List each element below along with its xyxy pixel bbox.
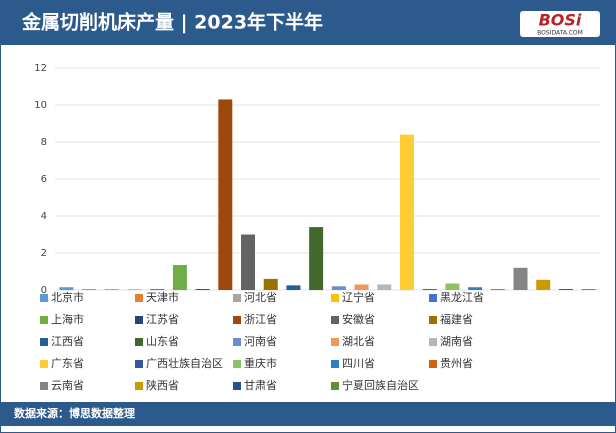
- legend-label: 浙江省: [244, 313, 277, 326]
- legend-label: 黑龙江省: [440, 291, 484, 304]
- logo: BOSi: [539, 11, 582, 30]
- legend-swatch: [135, 338, 143, 346]
- bar: [468, 287, 483, 290]
- legend-label: 河北省: [244, 291, 277, 304]
- bar: [422, 289, 437, 290]
- legend-swatch: [429, 294, 437, 302]
- footer-bar: [0, 402, 616, 426]
- bar: [150, 289, 165, 290]
- bar: [581, 289, 596, 290]
- legend-label: 陕西省: [146, 378, 179, 392]
- bar: [354, 284, 369, 290]
- legend-label: 江西省: [51, 335, 84, 348]
- legend-swatch: [40, 338, 48, 346]
- bar: [558, 289, 573, 290]
- legend-swatch: [233, 382, 241, 390]
- legend-label: 云南省: [51, 379, 84, 392]
- legend-label: 福建省: [440, 312, 473, 326]
- legend-swatch: [40, 382, 48, 390]
- legend-label: 四川省: [342, 357, 375, 370]
- legend-label: 北京市: [51, 290, 84, 304]
- legend-swatch: [233, 316, 241, 324]
- legend-label: 上海市: [51, 312, 84, 326]
- bar: [127, 289, 142, 290]
- bar: [377, 284, 392, 290]
- legend-label: 天津市: [146, 290, 179, 304]
- legend-swatch: [233, 360, 241, 368]
- bar: [218, 99, 233, 290]
- source: 数据来源：博思数据整理: [14, 406, 135, 420]
- y-tick-label: 4: [41, 211, 47, 222]
- bar: [445, 283, 460, 290]
- legend-label: 广西壮族自治区: [146, 356, 223, 370]
- y-tick-label: 12: [34, 63, 47, 74]
- legend-label: 山东省: [146, 335, 179, 348]
- bar: [241, 234, 256, 290]
- legend-label: 广东省: [51, 357, 84, 370]
- legend-swatch: [331, 382, 339, 390]
- legend-swatch: [331, 294, 339, 302]
- legend-swatch: [40, 316, 48, 324]
- legend-label: 宁夏回族自治区: [342, 378, 419, 392]
- y-tick-label: 2: [41, 248, 47, 259]
- bar: [195, 289, 210, 290]
- legend-label: 湖北省: [342, 335, 375, 348]
- legend-swatch: [135, 382, 143, 390]
- bar: [104, 289, 119, 290]
- legend-swatch: [135, 316, 143, 324]
- bar: [59, 287, 74, 290]
- header-bar: [0, 0, 616, 45]
- legend-swatch: [331, 316, 339, 324]
- y-tick-label: 10: [34, 100, 47, 111]
- legend-label: 湖南省: [440, 335, 473, 348]
- bar: [263, 278, 278, 290]
- chart-title: 金属切削机床产量 | 2023年下半年: [21, 11, 323, 34]
- legend-swatch: [40, 360, 48, 368]
- legend-label: 河南省: [244, 335, 277, 348]
- legend-swatch: [429, 338, 437, 346]
- bar: [172, 265, 187, 290]
- legend-swatch: [429, 316, 437, 324]
- legend-swatch: [135, 294, 143, 302]
- bar: [399, 134, 414, 290]
- bar: [82, 289, 97, 290]
- legend-swatch: [429, 360, 437, 368]
- legend-swatch: [331, 338, 339, 346]
- bar: [536, 279, 551, 290]
- legend-label: 甘肃省: [244, 379, 277, 392]
- logo-sub: BOSIDATA.COM: [537, 30, 583, 37]
- legend-swatch: [233, 294, 241, 302]
- legend-label: 重庆市: [244, 356, 277, 370]
- bar: [331, 286, 346, 290]
- logo-box: [520, 11, 600, 37]
- y-tick-label: 6: [41, 174, 47, 185]
- bar: [490, 289, 505, 290]
- legend-swatch: [135, 360, 143, 368]
- bar: [513, 267, 528, 290]
- legend-label: 江苏省: [146, 313, 179, 326]
- legend-swatch: [331, 360, 339, 368]
- legend-label: 贵州省: [440, 357, 473, 370]
- y-tick-label: 0: [41, 285, 47, 296]
- legend-label: 辽宁省: [342, 290, 375, 304]
- bar: [286, 285, 301, 290]
- legend-swatch: [40, 294, 48, 302]
- legend-label: 安徽省: [342, 312, 375, 326]
- y-tick-label: 8: [41, 137, 47, 148]
- bar: [309, 227, 324, 290]
- legend-swatch: [233, 338, 241, 346]
